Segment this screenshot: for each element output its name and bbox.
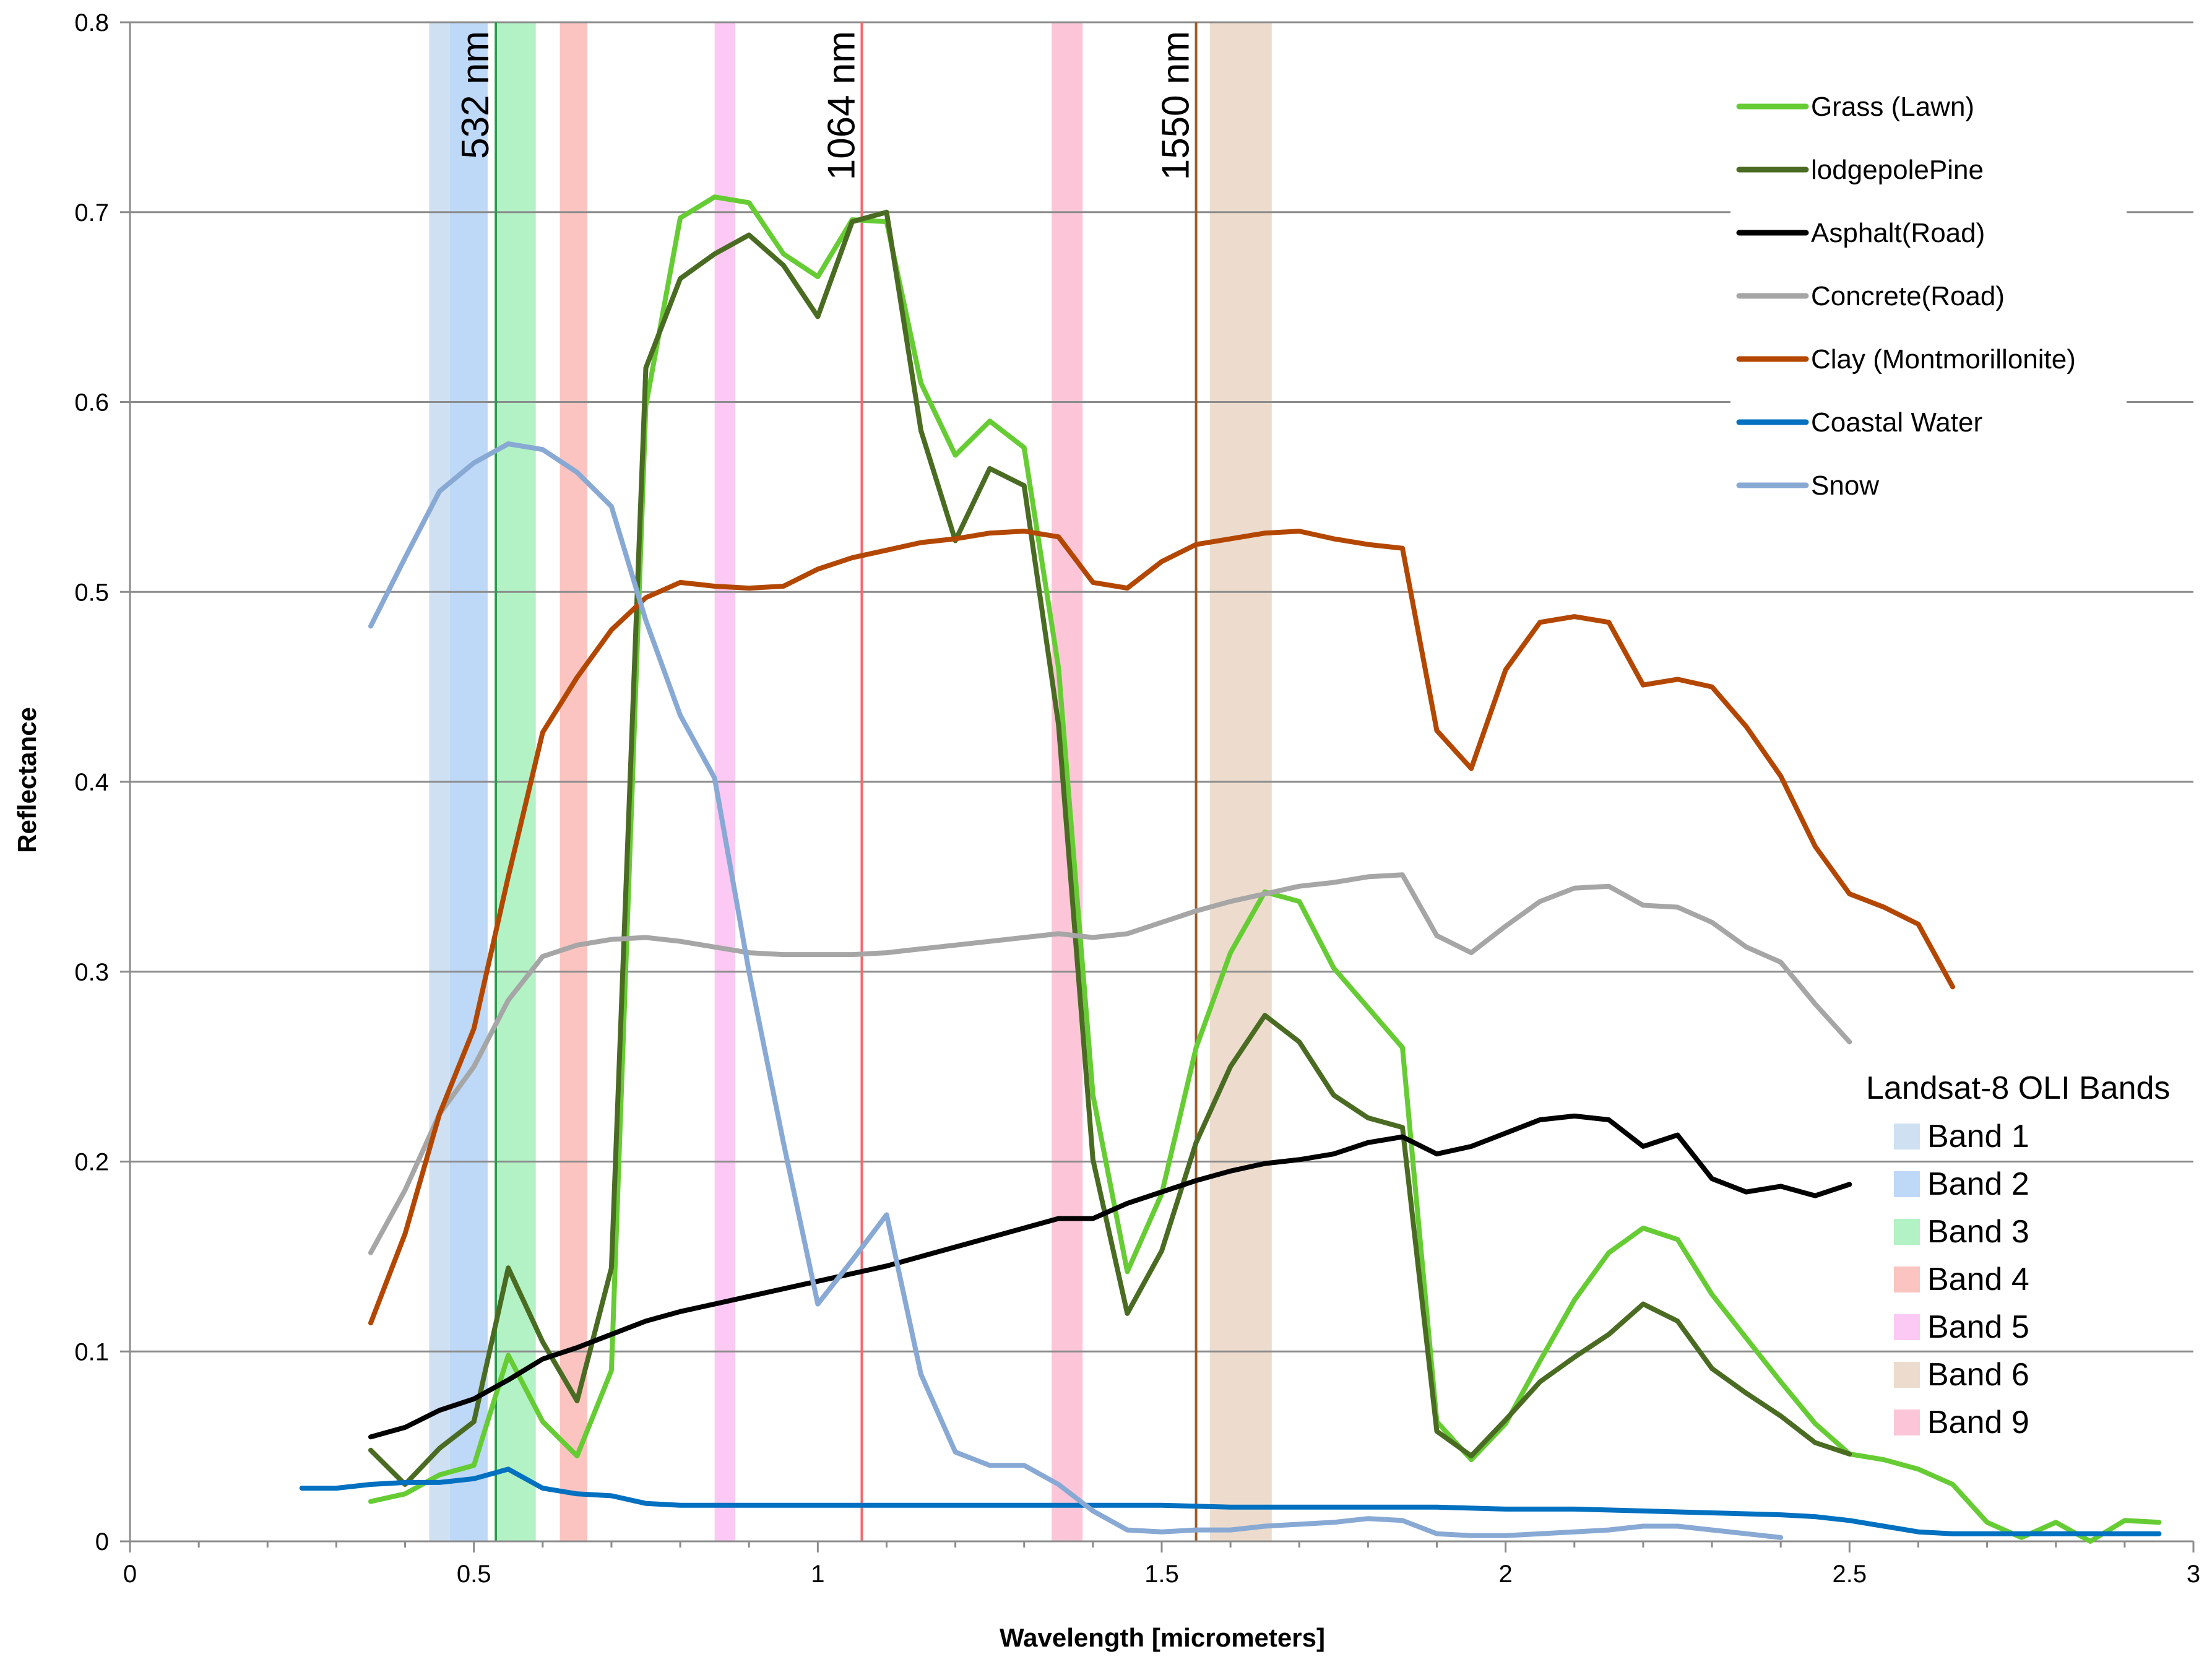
series-line-coastal-water <box>299 1466 2162 1536</box>
y-tick-label: 0.6 <box>74 389 109 417</box>
x-tick-label: 2.5 <box>1833 1561 1867 1588</box>
band-legend-swatch-band-4 <box>1894 1266 1920 1292</box>
reference-label-1550-nm: 1550 nm <box>1155 31 1198 180</box>
band-legend-label-band-5: Band 5 <box>1927 1309 2029 1345</box>
x-tick-label: 2 <box>1499 1561 1513 1588</box>
x-tick-label: 1 <box>811 1561 824 1588</box>
legend-label-lodgepolepine: lodgepolePine <box>1811 155 1984 185</box>
reference-lines-group: 532 nm 1064 nm 1550 nm <box>454 22 1198 1541</box>
legend-label-snow: Snow <box>1811 470 1879 501</box>
legend-label-concrete-road: Concrete(Road) <box>1811 281 2005 311</box>
x-tick-label: 0.5 <box>457 1561 491 1588</box>
reference-label-1064-nm: 1064 nm <box>820 31 863 180</box>
axes-group <box>120 21 2195 1552</box>
y-tick-label: 0.4 <box>74 769 109 796</box>
y-tick-label: 0.1 <box>74 1338 109 1366</box>
x-tick-label: 0 <box>123 1561 137 1588</box>
band-legend-swatch-band-3 <box>1894 1219 1920 1245</box>
gridlines-group <box>130 21 2193 1353</box>
legend-label-grass-lawn: Grass (Lawn) <box>1811 92 1974 122</box>
band-legend-swatch-band-5 <box>1894 1314 1920 1340</box>
tick-labels-group: 0 0.1 0.2 0.3 0.4 0.5 0.6 0.7 0.8 0 0.5 1 1.5 2 2.5 3 <box>74 9 2200 1588</box>
y-tick-label: 0.2 <box>74 1149 109 1176</box>
y-tick-label: 0 <box>95 1528 109 1556</box>
x-tick-label: 3 <box>2187 1561 2200 1588</box>
reference-label-532-nm: 532 nm <box>454 31 497 159</box>
series-line-lodgepolepine <box>368 209 1852 1487</box>
y-tick-label: 0.3 <box>74 959 109 986</box>
band-legend-label-band-6: Band 6 <box>1927 1357 2029 1393</box>
series-line-concrete-road <box>368 872 1852 1255</box>
band-legend-label-band-4: Band 4 <box>1927 1262 2029 1297</box>
band-legend-label-band-9: Band 9 <box>1927 1405 2029 1440</box>
band-legend-title: Landsat-8 OLI Bands <box>1866 1070 2170 1106</box>
band-legend-label-band-1: Band 1 <box>1927 1119 2029 1154</box>
y-tick-label: 0.8 <box>74 9 109 37</box>
band-legend-swatch-band-6 <box>1894 1362 1920 1388</box>
band-legend-swatch-band-9 <box>1894 1409 1920 1435</box>
band-legend-swatch-band-2 <box>1894 1171 1920 1197</box>
legend-label-clay-montmorillonite: Clay (Montmorillonite) <box>1811 344 2076 375</box>
band-legend-swatch-band-1 <box>1894 1124 1920 1150</box>
legend-label-asphalt-road: Asphalt(Road) <box>1811 218 1985 248</box>
y-tick-label: 0.7 <box>74 199 109 227</box>
band-legend: Landsat-8 OLI Bands Band 1 Band 2 Band 3 Ba… <box>1866 1070 2170 1440</box>
series-line-clay-montmorillonite <box>368 529 1955 1326</box>
legend-label-coastal-water: Coastal Water <box>1811 407 1982 438</box>
series-line-asphalt-road <box>368 1113 1852 1440</box>
x-tick-label: 1.5 <box>1144 1561 1179 1588</box>
series-line-snow <box>368 441 1784 1540</box>
series-legend: Grass (Lawn) lodgepolePine Asphalt(Road) Co… <box>1730 82 2127 510</box>
band-legend-label-band-2: Band 2 <box>1927 1166 2029 1202</box>
y-tick-label: 0.5 <box>74 579 109 606</box>
series-lines-group <box>299 194 2162 1544</box>
x-axis-label: Wavelength [micrometers] <box>1000 1623 1325 1652</box>
band-legend-label-band-3: Band 3 <box>1927 1214 2029 1250</box>
y-axis-label: Reflectance <box>12 707 41 853</box>
